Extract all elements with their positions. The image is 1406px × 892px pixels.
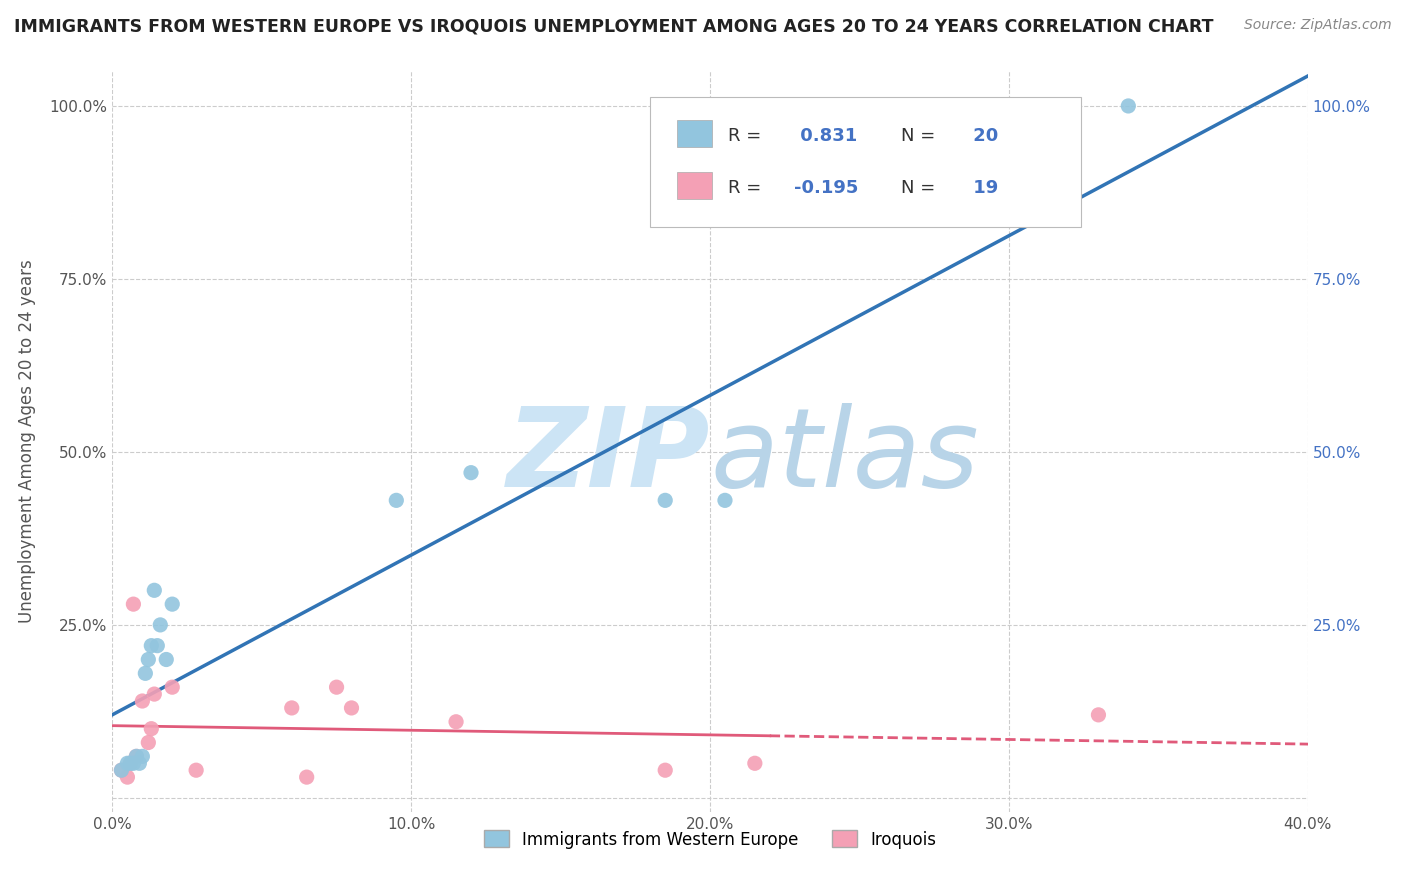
- Point: [340, 701, 363, 715]
- Point: [444, 714, 467, 729]
- Point: [744, 756, 766, 771]
- Point: [117, 770, 139, 784]
- Text: R =: R =: [728, 178, 761, 196]
- Point: [120, 756, 142, 771]
- Point: [110, 763, 132, 777]
- Point: [654, 493, 676, 508]
- Y-axis label: Unemployment Among Ages 20 to 24 years: Unemployment Among Ages 20 to 24 years: [18, 260, 35, 624]
- Point: [143, 687, 166, 701]
- Point: [146, 639, 169, 653]
- Point: [131, 749, 153, 764]
- Point: [385, 493, 408, 508]
- Point: [138, 735, 160, 749]
- Point: [1118, 99, 1140, 113]
- Point: [131, 694, 153, 708]
- Point: [714, 493, 737, 508]
- Point: [149, 618, 172, 632]
- Text: -0.195: -0.195: [794, 178, 858, 196]
- Point: [125, 749, 148, 764]
- FancyBboxPatch shape: [676, 172, 713, 199]
- Point: [155, 652, 177, 666]
- Text: 20: 20: [967, 127, 998, 145]
- Point: [1087, 707, 1109, 722]
- Point: [122, 756, 145, 771]
- FancyBboxPatch shape: [651, 97, 1081, 227]
- Point: [186, 763, 208, 777]
- Point: [143, 583, 166, 598]
- Point: [117, 756, 139, 771]
- Point: [325, 680, 347, 694]
- Point: [654, 763, 676, 777]
- Point: [141, 722, 163, 736]
- Text: Source: ZipAtlas.com: Source: ZipAtlas.com: [1244, 18, 1392, 32]
- Text: N =: N =: [901, 178, 935, 196]
- Text: IMMIGRANTS FROM WESTERN EUROPE VS IROQUOIS UNEMPLOYMENT AMONG AGES 20 TO 24 YEAR: IMMIGRANTS FROM WESTERN EUROPE VS IROQUO…: [14, 18, 1213, 36]
- Text: ZIP: ZIP: [506, 403, 710, 510]
- Text: 0.831: 0.831: [794, 127, 856, 145]
- Text: 19: 19: [967, 178, 998, 196]
- Legend: Immigrants from Western Europe, Iroquois: Immigrants from Western Europe, Iroquois: [477, 823, 943, 855]
- Point: [162, 680, 183, 694]
- Point: [460, 466, 482, 480]
- Text: N =: N =: [901, 127, 935, 145]
- Point: [134, 666, 156, 681]
- Point: [295, 770, 318, 784]
- Point: [281, 701, 304, 715]
- Point: [162, 597, 183, 611]
- Text: R =: R =: [728, 127, 761, 145]
- Point: [110, 763, 132, 777]
- Point: [125, 749, 148, 764]
- Point: [141, 639, 163, 653]
- Point: [138, 652, 160, 666]
- Point: [122, 597, 145, 611]
- Point: [128, 756, 150, 771]
- Text: atlas: atlas: [710, 403, 979, 510]
- Point: [120, 756, 142, 771]
- FancyBboxPatch shape: [676, 120, 713, 147]
